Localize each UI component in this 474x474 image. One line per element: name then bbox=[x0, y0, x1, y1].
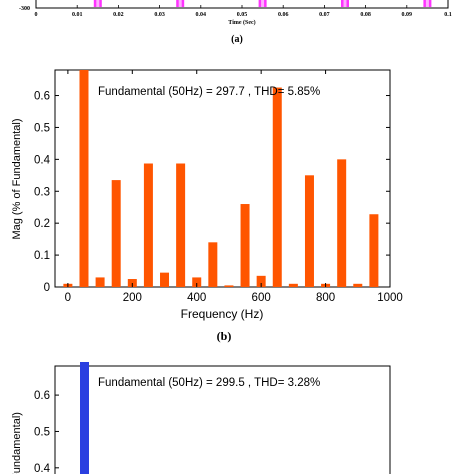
panel-b-ylabel: Mag (% of Fundamental) bbox=[11, 118, 23, 239]
panel-b-yticks: 0 0.1 0.2 0.3 0.4 0.5 0.6 bbox=[34, 91, 390, 294]
panel-c-ytick-label: 0.6 bbox=[34, 390, 50, 402]
panel-b-bar bbox=[337, 159, 347, 287]
panel-b-caption: (b) bbox=[217, 329, 232, 343]
panel-b-bar bbox=[304, 175, 314, 287]
panel-b-xtick-label: 600 bbox=[252, 292, 271, 304]
panel-a-xtick-label: 0.05 bbox=[237, 12, 248, 18]
panel-b-bar bbox=[256, 275, 266, 287]
panel-b-bar bbox=[240, 204, 250, 287]
panel-c-yticks: 0.4 0.5 0.6 bbox=[34, 390, 59, 474]
panel-b-bar bbox=[288, 283, 298, 287]
panel-a-xtick-label: 0.04 bbox=[196, 12, 207, 18]
panel-b-bar bbox=[79, 70, 89, 287]
panel-b-bar bbox=[160, 272, 170, 287]
panel-a-xtick-label: 0.03 bbox=[154, 12, 165, 18]
panel-a-xtick-label: 0.1 bbox=[444, 12, 452, 18]
panel-c-bars bbox=[80, 362, 89, 474]
panel-b-bar bbox=[143, 163, 153, 287]
panel-b-bar bbox=[176, 163, 186, 287]
panel-b-ytick-label: 0.6 bbox=[34, 91, 50, 103]
panel-b-xtick-label: 0 bbox=[65, 292, 71, 304]
panel-a-xtick-label: 0.08 bbox=[360, 12, 371, 18]
panel-b-bar bbox=[95, 277, 105, 287]
panel-a-pulse-gap bbox=[425, 0, 429, 7]
panel-b-xtick-label: 400 bbox=[187, 292, 206, 304]
panel-a-xtick-label: 0.07 bbox=[319, 12, 330, 18]
panel-a-pulses bbox=[93, 0, 432, 7]
panel-a-xticks: 0 0.01 0.02 0.03 0.04 0.05 0.06 0.07 0.08 0.09 0.1 bbox=[35, 5, 452, 18]
panel-a-xtick-label: 0.06 bbox=[278, 12, 289, 18]
panel-b-bar bbox=[208, 242, 218, 287]
panel-b-xtick-label: 800 bbox=[316, 292, 335, 304]
panel-b-xticks: 0 200 400 600 800 1000 bbox=[65, 70, 403, 304]
panel-b: 0 200 400 600 800 1000 0 0.1 0.2 0.3 0.4 0.5 0.6 Fu… bbox=[11, 69, 403, 343]
panel-c-ytick-label: 0.5 bbox=[34, 426, 50, 438]
panel-a-xtick-label: 0.09 bbox=[402, 12, 413, 18]
panel-b-bar bbox=[353, 283, 363, 287]
panel-a: -300 0 0.01 0.02 0.03 0.04 0.05 0.06 0.07 0.08 0.… bbox=[19, 0, 452, 45]
panel-b-ytick-label: 0.2 bbox=[34, 218, 50, 230]
panel-b-xtick-label: 200 bbox=[123, 292, 142, 304]
panel-b-annotation: Fundamental (50Hz) = 297.7 , THD= 5.85% bbox=[98, 86, 320, 98]
panel-b-ytick-label: 0.4 bbox=[34, 154, 51, 166]
panel-b-ytick-label: 0.3 bbox=[34, 186, 50, 198]
panel-b-xlabel: Frequency (Hz) bbox=[181, 307, 264, 321]
panel-b-xtick-label: 1000 bbox=[377, 292, 403, 304]
panel-c-ylabel: Fundamental) bbox=[11, 412, 23, 474]
panel-c-bar bbox=[80, 362, 89, 474]
panel-a-caption: (a) bbox=[231, 34, 243, 45]
panel-a-xtick-label: 0.01 bbox=[72, 12, 83, 18]
panel-b-ytick-label: 0.5 bbox=[34, 122, 50, 134]
panel-b-bar bbox=[369, 214, 379, 287]
panel-b-bar bbox=[192, 277, 202, 287]
panel-b-bar bbox=[224, 285, 234, 287]
panel-a-xtick-label: 0.02 bbox=[113, 12, 124, 18]
panel-c-ytick-label: 0.4 bbox=[34, 463, 51, 474]
panel-a-pulse-gap bbox=[178, 0, 182, 7]
panel-a-pulse-gap bbox=[343, 0, 347, 7]
panel-b-plot-frame bbox=[54, 69, 391, 288]
panel-a-pulse-gap bbox=[261, 0, 265, 7]
panel-b-bar bbox=[272, 87, 282, 287]
panel-b-ytick-label: 0 bbox=[44, 282, 50, 294]
panel-c-plot-frame bbox=[54, 365, 391, 474]
panel-a-pulse-gap bbox=[96, 0, 100, 7]
panel-c: 0.4 0.5 0.6 Fundamental (50Hz) = 299.5 , T… bbox=[11, 362, 391, 474]
panel-c-annotation: Fundamental (50Hz) = 299.5 , THD= 3.28% bbox=[98, 377, 320, 389]
panel-a-xlabel: Time (Sec) bbox=[228, 19, 255, 26]
panel-a-xtick-label: 0 bbox=[35, 12, 38, 18]
panel-a-ytick-bottom: -300 bbox=[19, 6, 30, 12]
panel-b-ytick-label: 0.1 bbox=[34, 250, 50, 262]
panel-b-bar bbox=[111, 180, 121, 287]
